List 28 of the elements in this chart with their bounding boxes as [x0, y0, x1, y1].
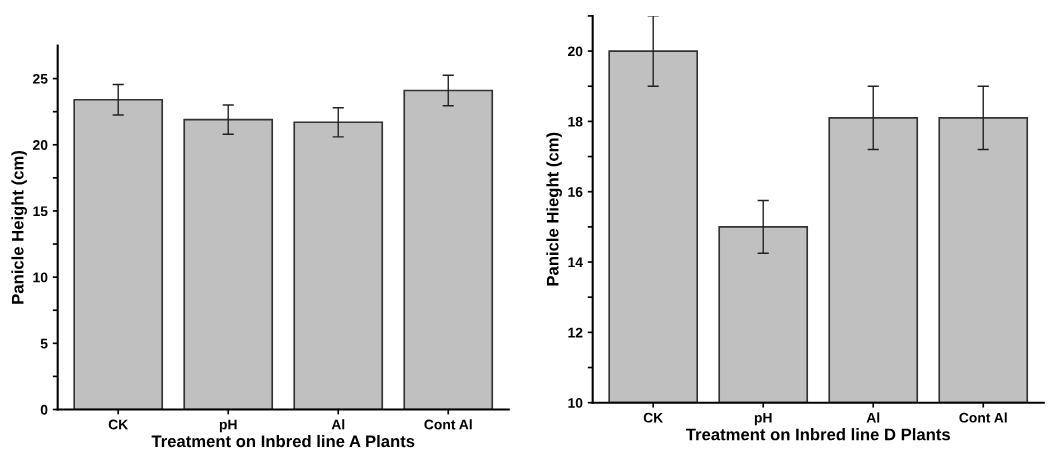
y-tick-label: 20	[568, 46, 583, 57]
y-axis-title: Panicle Height (cm)	[11, 150, 27, 304]
y-tick-label: 10	[33, 272, 48, 283]
bar	[293, 121, 384, 410]
x-tick-label: Al	[866, 412, 880, 423]
x-tick-label: Cont Al	[959, 412, 1007, 423]
bar	[73, 98, 164, 410]
bar	[403, 89, 494, 410]
x-tick-label: pH	[754, 412, 772, 426]
y-tick-label: 20	[33, 140, 48, 150]
y-tick-label: 14	[568, 257, 583, 268]
y-axis-title: Panicle Hieght (cm)	[546, 132, 562, 286]
x-tick-label: Al	[331, 419, 345, 430]
x-axis-title: Treatment on Inbred line A Plants	[151, 434, 415, 448]
y-tick-label: 0	[40, 404, 48, 415]
x-tick-label: Cont Al	[424, 419, 472, 430]
y-tick-label: 12	[568, 327, 583, 338]
bar	[183, 118, 274, 410]
x-axis-title: Treatment on Inbred line D Plants	[685, 428, 950, 441]
x-tick-label: pH	[219, 419, 237, 433]
y-tick-label: 25	[33, 73, 48, 84]
y-tick-label: 15	[33, 206, 48, 217]
x-tick-label: CK	[108, 419, 129, 430]
y-tick-label: 5	[40, 338, 48, 349]
y-tick-label: 10	[568, 398, 583, 408]
y-tick-label: 16	[568, 187, 583, 197]
x-tick-label: CK	[643, 412, 664, 423]
y-tick-label: 18	[568, 116, 583, 127]
